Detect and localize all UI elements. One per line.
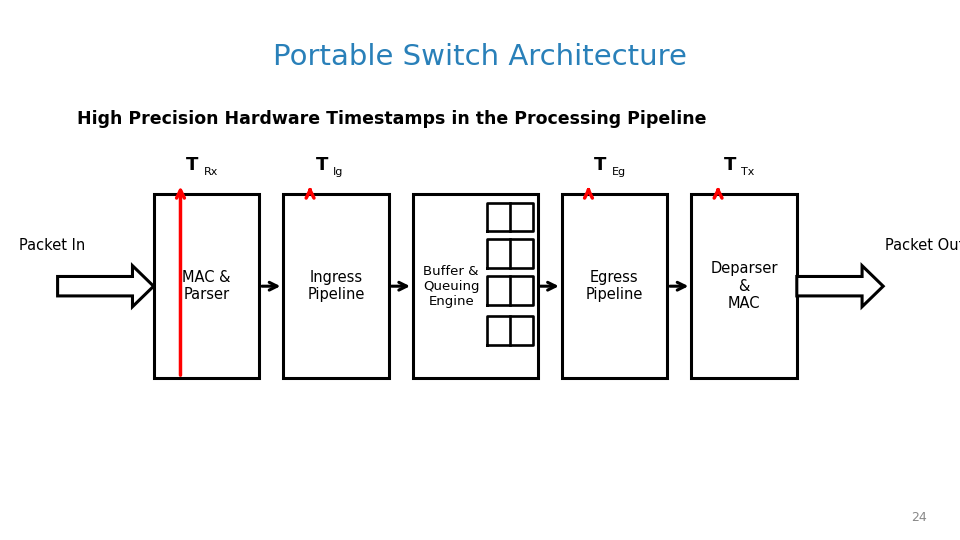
Bar	[283, 194, 389, 378]
Text: Buffer &
Queuing
Engine: Buffer & Queuing Engine	[423, 265, 479, 308]
Bar	[691, 194, 797, 378]
Text: Ig: Ig	[333, 166, 344, 177]
Text: T: T	[724, 156, 736, 174]
Text: Packet Out: Packet Out	[885, 238, 960, 253]
Bar	[413, 194, 538, 378]
Bar	[154, 194, 259, 378]
Bar	[562, 194, 667, 378]
Text: T: T	[186, 156, 199, 174]
Text: T: T	[316, 156, 328, 174]
Text: 24: 24	[911, 511, 926, 524]
Text: Portable Switch Architecture: Portable Switch Architecture	[273, 43, 687, 71]
Text: Tx: Tx	[741, 166, 755, 177]
Polygon shape	[58, 266, 154, 307]
Text: Deparser
&
MAC: Deparser & MAC	[710, 261, 778, 311]
Polygon shape	[797, 266, 883, 307]
Text: T: T	[594, 156, 607, 174]
Text: Eg: Eg	[612, 166, 626, 177]
Text: Packet In: Packet In	[19, 238, 85, 253]
Text: Rx: Rx	[204, 166, 218, 177]
Text: Ingress
Pipeline: Ingress Pipeline	[307, 270, 365, 302]
Text: Egress
Pipeline: Egress Pipeline	[586, 270, 643, 302]
Text: High Precision Hardware Timestamps in the Processing Pipeline: High Precision Hardware Timestamps in th…	[77, 110, 707, 128]
Text: MAC &
Parser: MAC & Parser	[182, 270, 230, 302]
